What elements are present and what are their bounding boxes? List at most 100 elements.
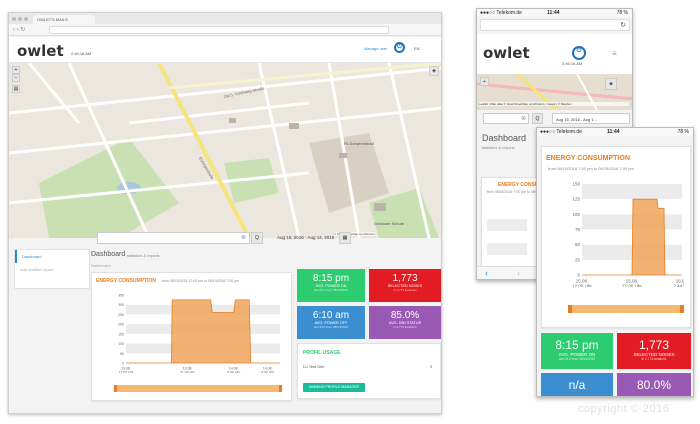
y-tick-label: 0 <box>122 362 124 366</box>
clear-icon[interactable]: ⊗ <box>240 235 246 241</box>
stat-value: 80.0% <box>636 378 672 392</box>
map-attribution[interactable]: Leaflet | Map data © OpenStreetMap contr… <box>479 102 629 106</box>
chart-range-slider[interactable] <box>568 305 684 313</box>
slider-handle-left[interactable] <box>568 305 572 313</box>
calendar-icon[interactable]: ▦ <box>339 232 351 244</box>
energy-subtitle: from 08/15/2016 12:00 pm to 08/14/2016 7… <box>162 279 240 283</box>
stat-tile[interactable]: 8:15 pm AVG. POWER ON last 24 h from 08/14… <box>297 269 365 302</box>
stat-value: 85.0% <box>390 310 420 321</box>
chart-svg[interactable]: 0 25 50 75 100 125 150 15.08. 12:00 Uhr 15.08. 21:… <box>568 182 691 289</box>
layer-switch-icon[interactable]: ◈ <box>605 78 617 90</box>
nav-arrows-icon[interactable]: ‹ › ↻ <box>13 27 26 33</box>
app-header: owlet 2:46:16 AM Manage user ⏻ EN <box>9 37 441 63</box>
energy-chart-partial[interactable] <box>487 204 527 264</box>
clear-icon[interactable]: ⊗ <box>520 116 526 122</box>
energy-title: ENERGY CONSUMPTION <box>546 155 630 162</box>
chart-svg[interactable]: 0 50 100 150 200 250 300 350 13.08. 12:00 Uhr 13.0… <box>114 293 282 375</box>
stat-tile[interactable]: 8:15 pm AVG. POWER ON last 24 h from 08/14… <box>541 333 613 369</box>
y-tick-label: 50 <box>575 242 581 247</box>
stat-value: n/a <box>568 378 586 392</box>
menu-icon[interactable]: ≡ <box>612 49 617 58</box>
search-button[interactable]: Q <box>251 232 263 244</box>
search-input[interactable]: ⊗ <box>97 232 250 244</box>
map-canvas[interactable]: Ost 1. Kirchweg-Straße Euterpestraße Fit… <box>9 63 441 238</box>
date-range-field[interactable]: Aug 15, 2016 - Aug 14, 2016 <box>277 235 335 240</box>
sidebar-item-dashboard[interactable]: Dashboard <box>15 250 89 263</box>
status-bar: ●●●○○ Telekom.de 11:44 78 % <box>537 128 693 136</box>
stat-tile[interactable]: 85.0% AVG. DIM STATUS in 1,773 locations <box>369 306 441 339</box>
slider-handle-right[interactable] <box>279 385 282 392</box>
profile-row-label: DJ Test Dim <box>303 364 325 369</box>
map-attribution[interactable]: © OpenStreetMap contributors <box>334 232 375 236</box>
desktop-browser-window: OWLET'S MAILS ‹ › ↻ owlet 2:46:16 AM Man… <box>8 12 442 414</box>
energy-chart[interactable]: 0 25 50 75 100 125 150 15.08. 12:00 Uhr 15.08. 21:… <box>568 182 691 289</box>
language-selector[interactable]: EN <box>414 46 420 51</box>
status-bar: ●●●○○ Telekom.de 11:44 78 % <box>477 9 632 17</box>
y-tick-label: 75 <box>575 227 581 232</box>
x-tick-label: 15.08. 12:00 Uhr <box>572 279 592 288</box>
y-tick-label: 200 <box>118 323 124 327</box>
date-range-field[interactable]: Aug 15, 2016 - Aug 1... <box>552 113 630 124</box>
header-clock: 2:46:16 AM <box>71 51 92 56</box>
browser-tab[interactable]: OWLET'S MAILS <box>33 15 95 24</box>
stat-tile[interactable]: 6:10 am AVG. POWER OFF last 24 h from 08/1… <box>297 306 365 339</box>
stat-tile[interactable]: n/a <box>541 373 613 396</box>
map-view[interactable]: Ost 1. Kirchweg-Straße Euterpestraße Fit… <box>9 63 441 238</box>
y-tick-label: 300 <box>118 303 124 307</box>
layers-icon[interactable]: ▤ <box>12 85 20 93</box>
grid-band <box>582 184 682 200</box>
stat-sub: last 24 h from 08/14/2016 <box>313 325 349 329</box>
stat-tile[interactable]: 1,773 SELECTED NODES in 1,773 locations <box>617 333 691 369</box>
stat-tile[interactable]: 1,773 SELECTED NODES in 1,773 locations <box>369 269 441 302</box>
layer-switch-icon[interactable]: ◈ <box>429 66 439 76</box>
stat-label: AVG. DIM STATUS <box>388 321 422 325</box>
zoom-in-button[interactable]: + <box>480 77 489 86</box>
power-icon[interactable]: ⏻ <box>394 42 405 53</box>
stat-label: AVG. POWER ON <box>315 284 347 288</box>
stat-tile[interactable]: 80.0% <box>617 373 691 396</box>
battery-label: 78 % <box>616 10 628 16</box>
owlet-logo[interactable]: owlet <box>483 44 530 62</box>
user-link[interactable]: Manage user <box>364 46 388 51</box>
carrier-label: ●●●○○ Telekom.de <box>480 10 522 16</box>
sidebar-item-add-report[interactable]: Add another report <box>20 267 54 272</box>
stat-value: 6:10 am <box>312 310 350 321</box>
phone-map[interactable]: + ◈ Leaflet | Map data © OpenStreetMap c… <box>477 74 632 110</box>
phone-address-bar[interactable]: ↻ <box>480 19 630 31</box>
map-poi-label: Fit-Schwimmbad <box>344 141 374 146</box>
slider-handle-right[interactable] <box>680 305 684 313</box>
map-poi-label: Gebäude Schule <box>374 221 405 226</box>
browser-tab-strip: OWLET'S MAILS <box>9 13 441 24</box>
zoom-in-button[interactable]: + <box>12 66 20 74</box>
energy-chart[interactable]: 0 50 100 150 200 250 300 350 13.08. 12:00 Uhr 13.0… <box>114 293 282 375</box>
stat-sub: last 24 h from 08/14/2016 <box>313 288 349 292</box>
window-controls[interactable] <box>12 17 30 23</box>
x-tick-label: 13.08. 12:00 Uhr <box>118 367 134 374</box>
energy-subtitle: from 08/15/2016 7:00 pm to 08/15/2016 7:… <box>548 166 634 171</box>
stat-label: AVG. POWER ON <box>558 352 596 357</box>
power-icon[interactable]: ⏻ <box>572 46 586 60</box>
phone-large: ●●●○○ Telekom.de 11:44 78 % ENERGY CONSU… <box>536 127 694 397</box>
zoom-out-button[interactable]: − <box>12 74 20 82</box>
forward-icon[interactable]: › <box>517 268 520 278</box>
profile-panel: PROFIL USAGE DJ Test Dim 0 DIMMING PROFI… <box>297 343 441 399</box>
energy-area[interactable] <box>582 198 682 276</box>
y-tick-label: 50 <box>120 352 124 356</box>
y-tick-label: 125 <box>572 197 580 202</box>
energy-area[interactable] <box>126 299 280 364</box>
address-bar[interactable] <box>49 26 389 34</box>
back-icon[interactable]: ‹ <box>485 268 488 278</box>
y-tick-label: 0 <box>577 273 580 278</box>
dimming-profile-manager-button[interactable]: DIMMING PROFILE MANAGER <box>303 383 365 392</box>
search-button[interactable]: Q <box>532 113 543 124</box>
chart-range-slider[interactable] <box>114 385 282 392</box>
energy-panel: ENERGY CONSUMPTION from 08/15/2016 7:00 … <box>541 146 691 328</box>
owlet-logo[interactable]: owlet <box>17 42 64 60</box>
y-tick-label: 100 <box>118 342 124 346</box>
search-input[interactable]: ⊗ <box>483 113 529 124</box>
phone-header: owlet 2:46:16 AM ⏻ ≡ <box>477 34 632 74</box>
reload-icon[interactable]: ↻ <box>620 22 626 29</box>
stat-sub: last 24 h from 08/14/2016 <box>558 357 596 361</box>
slider-handle-left[interactable] <box>114 385 117 392</box>
stat-label: SELECTED NODES <box>387 284 423 288</box>
